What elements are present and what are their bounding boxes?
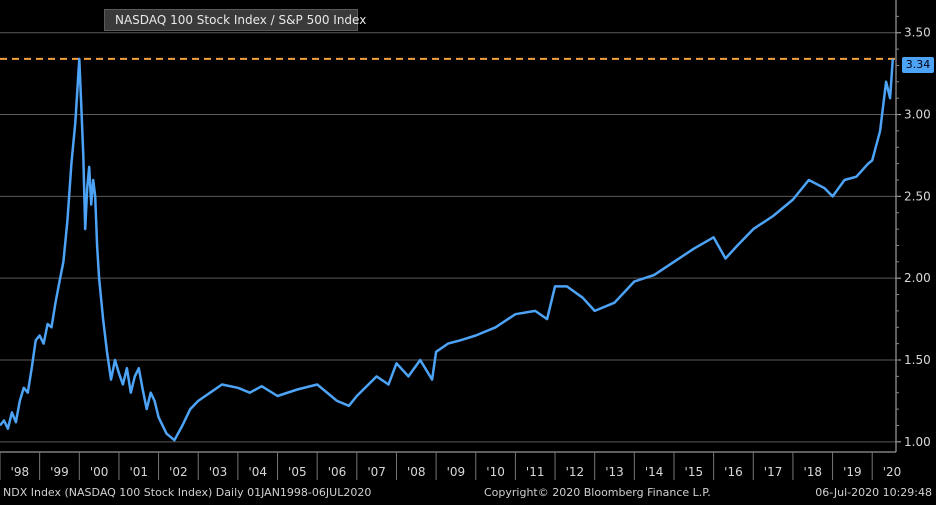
- y-tick-label-2: 2.00: [904, 271, 931, 285]
- y-axis: 1.00 1.50 2.00 2.50 3.00 3.50: [895, 0, 931, 452]
- y-tick-label-3: 2.50: [904, 189, 931, 203]
- y-tick-label-4: 3.00: [904, 108, 931, 122]
- series-layer: [0, 57, 895, 442]
- x-tick-label-20: '18: [803, 465, 822, 479]
- last-value-badge: 3.34: [902, 57, 934, 73]
- x-tick-label-14: '12: [566, 465, 585, 479]
- y-tick-label-1: 1.50: [904, 353, 931, 367]
- footer-timestamp: 06-Jul-2020 10:29:48: [815, 486, 932, 499]
- x-tick-label-8: '06: [328, 465, 347, 479]
- x-tick-label-12: '10: [486, 465, 505, 479]
- x-tick-label-5: '03: [209, 465, 228, 479]
- x-tick-label-4: '02: [169, 465, 188, 479]
- x-tick-label-10: '08: [407, 465, 426, 479]
- legend-label: NASDAQ 100 Stock Index / S&P 500 Index: [115, 13, 367, 27]
- x-tick-label-0: '98: [11, 465, 30, 479]
- footer: NDX Index (NASDAQ 100 Stock Index) Daily…: [0, 483, 936, 501]
- x-tick-label-21: '19: [843, 465, 862, 479]
- x-tick-label-2: '00: [90, 465, 109, 479]
- legend: NASDAQ 100 Stock Index / S&P 500 Index: [104, 9, 366, 31]
- x-tick-label-15: '13: [605, 465, 624, 479]
- x-tick-label-13: '11: [526, 465, 545, 479]
- x-tick-label-16: '14: [645, 465, 664, 479]
- x-tick-label-22: '20: [883, 465, 902, 479]
- footer-copyright: Copyright© 2020 Bloomberg Finance L.P.: [484, 486, 711, 499]
- x-tick-label-18: '16: [724, 465, 743, 479]
- series-line-0: [0, 57, 895, 442]
- x-tick-label-9: '07: [367, 465, 386, 479]
- x-tick-label-19: '17: [764, 465, 783, 479]
- x-tick-label-17: '15: [685, 465, 704, 479]
- x-tick-label-3: '01: [129, 465, 148, 479]
- x-tick-label-6: '04: [248, 465, 267, 479]
- grid-layer: [0, 32, 896, 443]
- x-tick-label-7: '05: [288, 465, 307, 479]
- y-tick-label-0: 1.00: [904, 435, 931, 449]
- y-tick-label-5: 3.50: [904, 26, 931, 40]
- x-axis: '98 '99 '00 '01 '02 '03 '04 '05 '06 '07 '08 '09 '10 '…: [0, 451, 902, 480]
- footer-ticker: NDX Index (NASDAQ 100 Stock Index) Daily…: [3, 486, 372, 499]
- x-tick-label-1: '99: [50, 465, 69, 479]
- x-tick-label-11: '09: [447, 465, 466, 479]
